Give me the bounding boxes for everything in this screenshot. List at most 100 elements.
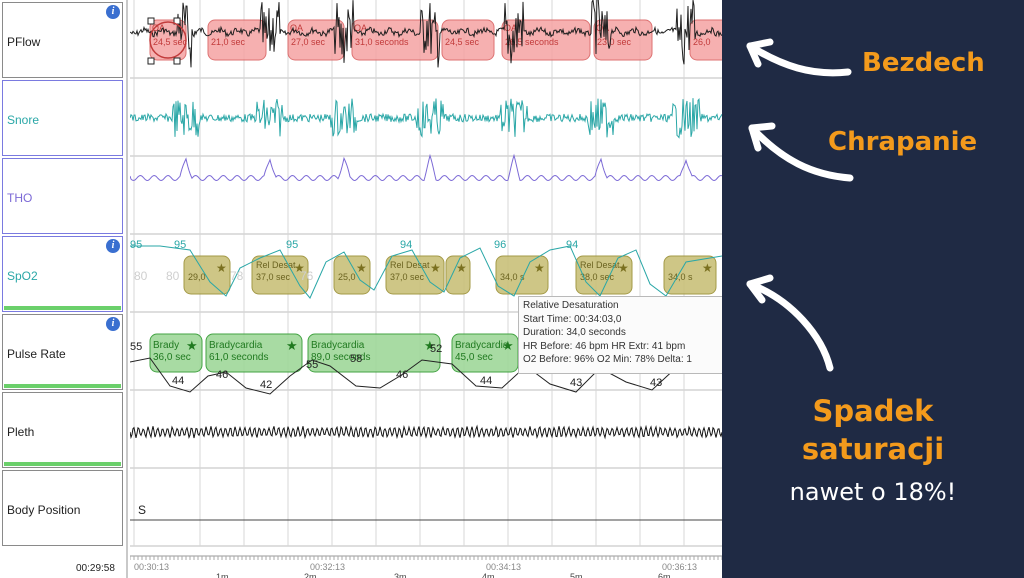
channel-label-text: Body Position: [7, 503, 81, 517]
spo2-value-label: 95: [286, 239, 298, 251]
pulse-value-label: 44: [172, 375, 184, 387]
channel-label-tho[interactable]: THO: [2, 158, 123, 234]
time-axis-minute: 5m: [570, 572, 583, 578]
channel-label-text: Pulse Rate: [7, 347, 66, 361]
apnea-event-box: [689, 19, 722, 61]
event-star-icon: ★: [618, 261, 629, 275]
channel-label-pflow[interactable]: PFlow i: [2, 2, 123, 78]
apnea-event-type: OA: [290, 23, 303, 33]
desaturation-event-duration: 38,0 sec: [580, 272, 615, 282]
apnea-event-type: OA: [354, 23, 367, 33]
pulse-value-label: 55: [306, 359, 318, 371]
pulse-value-label: 43: [650, 377, 662, 389]
current-time: 00:29:58: [76, 563, 115, 574]
annotation-desat-line2: saturacji: [801, 432, 945, 466]
apnea-event-duration: 23,0 sec: [597, 37, 632, 47]
signal-plot-area[interactable]: OA 24,5 sec 21,0 sec OA 27,0 sec OA 31,0 secon…: [130, 0, 722, 578]
spo2-low-label: 78: [230, 269, 244, 283]
spo2-value-label: 96: [494, 239, 506, 251]
apnea-event-duration: 21,0 sec: [211, 37, 246, 47]
apnea-event-duration: 26,0: [693, 37, 711, 47]
info-icon[interactable]: i: [106, 239, 120, 253]
info-icon[interactable]: i: [106, 317, 120, 331]
time-axis-label: 00:32:13: [310, 562, 345, 572]
channel-label-text: Snore: [7, 113, 40, 127]
apnea-event-type: OA: [152, 23, 165, 33]
panel-divider[interactable]: [126, 0, 128, 578]
apnea-event-duration: 27,0 sec: [291, 37, 326, 47]
desaturation-event-duration: 34,0 s: [668, 272, 693, 282]
event-star-icon: ★: [356, 261, 367, 275]
bradycardia-event-type: Bradycardia: [455, 340, 509, 351]
channel-label-text: SpO2: [7, 269, 38, 283]
event-star-icon: ★: [534, 261, 545, 275]
time-axis-minute: 4m: [482, 572, 495, 578]
bradycardia-event-duration: 45,0 sec: [455, 352, 493, 363]
bradycardia-event-box: [149, 333, 203, 373]
channel-label-pleth[interactable]: Pleth: [2, 392, 123, 468]
pulse-value-label: 42: [260, 379, 272, 391]
channel-label-text: PFlow: [7, 35, 41, 49]
desaturation-event-type: Rel Desat: [580, 260, 620, 270]
apnea-event-duration: 24,5 sec: [445, 37, 480, 47]
event-star-icon: ★: [294, 261, 305, 275]
bradycardia-event-duration: 61,0 seconds: [209, 352, 269, 363]
desaturation-event-type: Rel Desat: [256, 260, 296, 270]
channel-label-snore[interactable]: Snore: [2, 80, 123, 156]
pulse-value-label: 52: [430, 343, 442, 355]
apnea-event-duration: 24,5 sec: [153, 37, 188, 47]
pulse-value-label: 44: [480, 375, 492, 387]
event-star-icon: ★: [186, 338, 198, 353]
desaturation-event-duration: 37,0 sec: [390, 272, 425, 282]
time-axis-minute: 6m: [658, 572, 671, 578]
pflow-trace: [130, 0, 722, 68]
selection-handle: [173, 57, 181, 65]
time-axis-minute: 3m: [394, 572, 407, 578]
spo2-trace: [130, 245, 722, 299]
event-star-icon: ★: [430, 261, 441, 275]
arrowhead-spo2: [746, 274, 774, 304]
bradycardia-event-duration: 89,0 seconds: [311, 352, 371, 363]
apnea-event-duration: 31,0 seconds: [355, 37, 409, 47]
annotation-desat-subtitle: nawet o 18%!: [789, 478, 957, 506]
channel-label-body-position[interactable]: Body Position: [2, 470, 123, 546]
tho-trace: [130, 153, 722, 182]
pulse-value-label: 43: [570, 377, 582, 389]
spo2-low-label: 80: [166, 269, 180, 283]
annotation-panel: [722, 0, 1024, 578]
annotation-desat-line1: Spadek: [812, 394, 934, 428]
pulse-value-label: 46: [396, 369, 408, 381]
channel-label-text: Pleth: [7, 425, 35, 439]
tooltip-duration: Duration: 34,0 seconds: [523, 327, 626, 338]
tooltip-title: Relative Desaturation: [523, 300, 619, 311]
arrow-to-pflow: [746, 42, 852, 77]
time-axis-minute: 1m: [216, 572, 229, 578]
arrowhead-snore: [748, 122, 776, 152]
time-axis-label: 00:34:13: [486, 562, 521, 572]
event-star-icon: ★: [424, 338, 436, 353]
bradycardia-event-type: Bradycardia: [311, 340, 365, 351]
spo2-value-label: 95: [174, 239, 186, 251]
event-star-icon: ★: [216, 261, 227, 275]
desaturation-event-box: [251, 255, 309, 295]
tooltip-o2: O2 Before: 96% O2 Min: 78% Delta: 1: [523, 354, 692, 365]
info-icon[interactable]: i: [106, 5, 120, 19]
signal-traces[interactable]: OA 24,5 sec 21,0 sec OA 27,0 sec OA 31,0 secon…: [130, 0, 722, 578]
time-axis-label: 00:30:13: [134, 562, 169, 572]
spo2-low-label: 80: [134, 269, 148, 283]
channel-label-pulse-rate[interactable]: Pulse Rate i: [2, 314, 123, 390]
spo2-value-label: 94: [566, 239, 578, 251]
time-axis-minute: 2m: [304, 572, 317, 578]
channel-label-spo2[interactable]: SpO2 i: [2, 236, 123, 312]
desaturation-event-duration: 25,0: [338, 272, 356, 282]
annotation-apnea: Bezdech: [862, 48, 985, 78]
signal-quality-bar: [4, 384, 121, 388]
apnea-event-type: OA: [596, 23, 609, 33]
event-tooltip: Relative Desaturation Start Time: 00:34:…: [518, 296, 722, 374]
selection-handle: [147, 17, 155, 25]
apnea-event-duration: 26,5 seconds: [505, 37, 559, 47]
bradycardia-event-type: Brady: [153, 340, 179, 351]
apnea-event-type: OA: [504, 23, 517, 33]
arrow-to-spo2: [746, 280, 834, 372]
spo2-value-label: 95: [130, 239, 142, 251]
